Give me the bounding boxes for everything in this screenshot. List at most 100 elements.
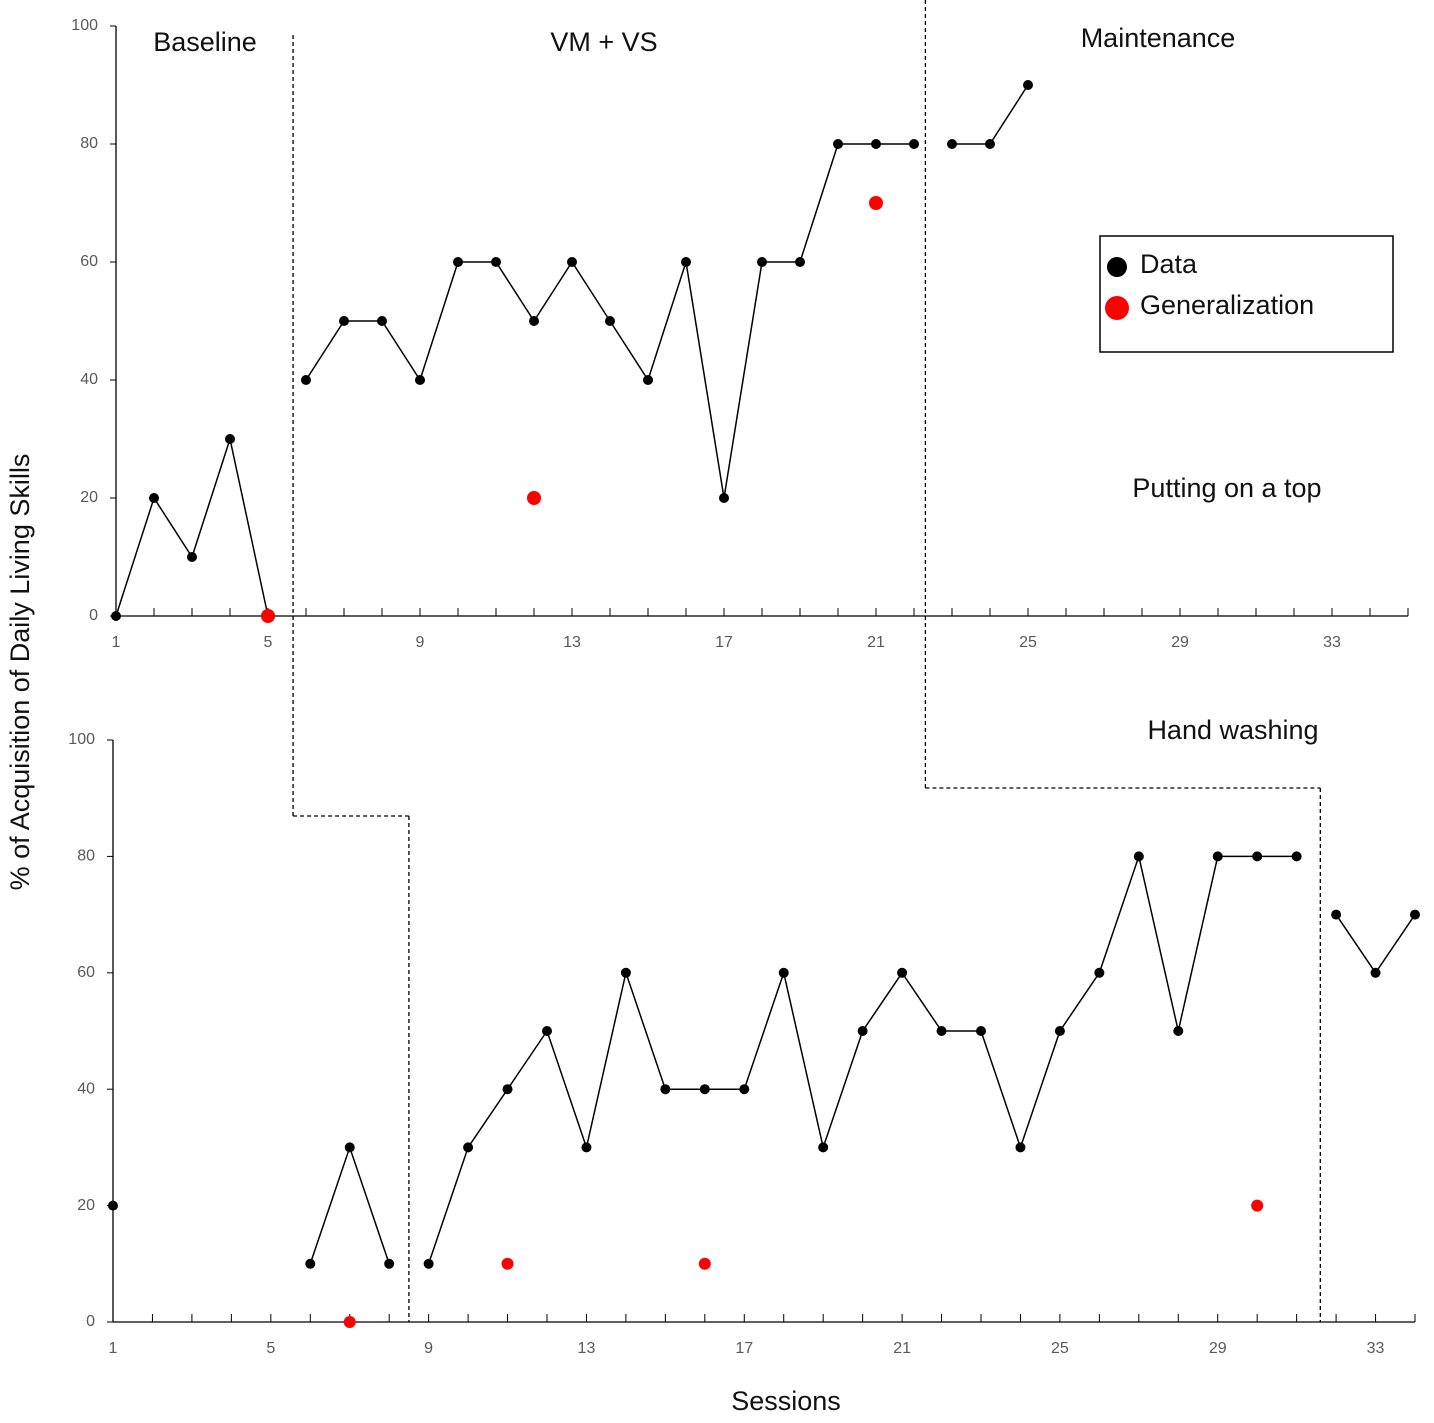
data-point: [453, 257, 463, 267]
data-point: [1370, 967, 1381, 978]
data-point: [529, 316, 539, 326]
y-tick-label: 60: [77, 964, 95, 981]
generalization-point: [501, 1257, 514, 1270]
y-tick-label: 0: [86, 1313, 95, 1330]
data-point: [1173, 1026, 1184, 1036]
data-line: [1335, 914, 1416, 975]
data-point: [778, 967, 789, 978]
legend-marker: [1105, 296, 1129, 320]
data-point: [1331, 909, 1342, 920]
generalization-point: [343, 1316, 356, 1328]
data-point: [1291, 851, 1302, 862]
data-point: [581, 1142, 592, 1153]
data-point: [111, 611, 121, 621]
data-point: [833, 139, 843, 149]
y-axis-label: % of Acquisition of Daily Living Skills: [5, 454, 35, 891]
generalization-point: [261, 609, 275, 623]
data-point: [947, 139, 957, 149]
data-point: [415, 375, 425, 385]
data-point: [384, 1258, 395, 1269]
y-tick-label: 100: [71, 17, 98, 34]
generalization-point: [527, 491, 541, 505]
data-point: [1133, 851, 1144, 862]
x-tick-label: 5: [264, 634, 273, 651]
data-line: [952, 84, 1029, 145]
x-tick-label: 1: [109, 1340, 118, 1357]
data-point: [423, 1258, 434, 1269]
data-point: [339, 316, 349, 326]
x-tick-label: 21: [867, 634, 885, 651]
x-tick-label: 21: [893, 1340, 911, 1357]
x-tick-label: 29: [1171, 634, 1189, 651]
x-tick-label: 13: [563, 634, 581, 651]
phase-label: Baseline: [153, 27, 257, 57]
data-point: [681, 257, 691, 267]
x-tick-label: 5: [266, 1340, 275, 1357]
data-point: [502, 1084, 513, 1095]
y-tick-label: 100: [68, 731, 95, 748]
x-tick-label: 17: [715, 634, 733, 651]
x-axis-label: Sessions: [731, 1386, 841, 1416]
panel-title: Hand washing: [1147, 715, 1318, 745]
data-point: [225, 434, 235, 444]
data-point: [897, 967, 908, 978]
data-point: [108, 1200, 118, 1211]
y-tick-label: 40: [80, 371, 98, 388]
data-point: [605, 316, 615, 326]
legend-label: Generalization: [1140, 290, 1314, 320]
panel-title: Putting on a top: [1132, 473, 1321, 503]
phase-label: Maintenance: [1081, 23, 1236, 53]
data-point: [187, 552, 197, 562]
data-point: [491, 257, 501, 267]
x-tick-label: 33: [1367, 1340, 1385, 1357]
y-tick-label: 40: [77, 1080, 95, 1097]
x-tick-label: 29: [1209, 1340, 1227, 1357]
data-point: [643, 375, 653, 385]
data-point: [542, 1026, 552, 1036]
data-point: [1015, 1142, 1026, 1153]
data-point: [567, 257, 577, 267]
data-point: [660, 1084, 671, 1095]
data-point: [719, 493, 729, 503]
x-tick-label: 25: [1051, 1340, 1069, 1357]
data-point: [1410, 909, 1420, 920]
data-point: [463, 1142, 474, 1153]
y-tick-label: 60: [80, 253, 98, 270]
data-point: [1252, 851, 1263, 862]
data-point: [1094, 967, 1105, 978]
data-point: [1212, 851, 1223, 862]
x-tick-label: 13: [578, 1340, 596, 1357]
data-point: [739, 1084, 750, 1095]
y-tick-label: 20: [80, 489, 98, 506]
data-point: [795, 257, 805, 267]
data-point: [1023, 80, 1033, 90]
x-tick-label: 33: [1323, 634, 1341, 651]
data-line: [115, 436, 269, 617]
x-tick-label: 1: [112, 634, 121, 651]
data-point: [149, 493, 159, 503]
data-point: [620, 967, 631, 978]
x-tick-label: 9: [416, 634, 425, 651]
y-tick-label: 80: [80, 135, 98, 152]
generalization-point: [869, 196, 883, 210]
legend-marker: [1107, 257, 1127, 277]
data-point: [301, 375, 311, 385]
generalization-point: [698, 1257, 711, 1270]
legend-box: [1099, 235, 1394, 353]
y-tick-label: 20: [77, 1197, 95, 1214]
data-point: [985, 139, 995, 149]
y-tick-label: 80: [77, 848, 95, 865]
legend-label: Data: [1140, 249, 1198, 279]
data-point: [818, 1142, 829, 1153]
x-tick-label: 25: [1019, 634, 1037, 651]
data-point: [377, 316, 387, 326]
data-point: [857, 1026, 868, 1036]
data-point: [757, 257, 767, 267]
data-point: [936, 1026, 947, 1036]
data-point: [344, 1142, 355, 1153]
data-line: [427, 853, 1297, 1265]
data-point: [909, 139, 919, 149]
x-tick-label: 9: [424, 1340, 433, 1357]
data-point: [871, 139, 881, 149]
